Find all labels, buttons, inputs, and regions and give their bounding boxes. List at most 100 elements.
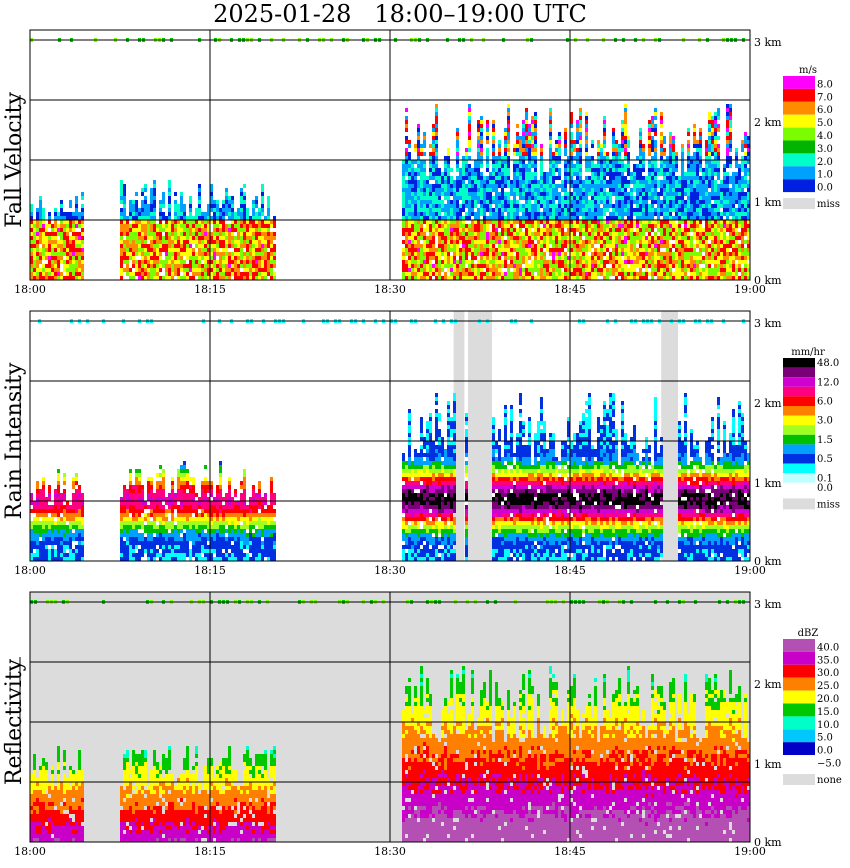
echo-cell xyxy=(237,240,240,244)
echo-cell xyxy=(408,192,411,196)
echo-cell xyxy=(675,236,678,240)
echo-cell xyxy=(429,244,432,248)
echo-cell xyxy=(570,140,573,144)
echo-cell xyxy=(240,232,243,236)
echo-cell xyxy=(492,196,495,200)
echo-cell xyxy=(708,152,711,156)
echo-cell xyxy=(726,196,729,200)
echo-cell xyxy=(213,204,216,208)
echo-cell xyxy=(252,240,255,244)
echo-cell xyxy=(492,248,495,252)
echo-cell xyxy=(663,256,666,260)
echo-cell xyxy=(177,244,180,248)
echo-cell xyxy=(573,156,576,160)
echo-cell xyxy=(687,180,690,184)
echo-cell xyxy=(489,204,492,208)
echo-cell xyxy=(519,180,522,184)
echo-cell xyxy=(213,240,216,244)
echo-cell xyxy=(498,164,501,168)
echo-cell xyxy=(171,268,174,272)
echo-cell xyxy=(534,172,537,176)
echo-cell xyxy=(627,228,630,232)
echo-cell xyxy=(615,200,618,204)
echo-cell xyxy=(540,152,543,156)
echo-cell xyxy=(708,156,711,160)
echo-cell xyxy=(243,232,246,236)
echo-cell xyxy=(447,220,450,224)
echo-cell xyxy=(720,272,723,276)
echo-cell xyxy=(213,272,216,276)
echo-cell xyxy=(477,232,480,236)
echo-cell xyxy=(528,252,531,256)
echo-cell xyxy=(492,164,495,168)
echo-cell xyxy=(270,276,273,280)
echo-cell xyxy=(477,244,480,248)
echo-cell xyxy=(741,212,744,216)
echo-cell xyxy=(237,220,240,224)
echo-cell xyxy=(546,232,549,236)
echo-cell xyxy=(447,260,450,264)
echo-cell xyxy=(630,244,633,248)
echo-cell xyxy=(174,252,177,256)
echo-cell xyxy=(486,192,489,196)
echo-cell xyxy=(264,244,267,248)
echo-cell xyxy=(456,144,459,148)
echo-cell xyxy=(252,212,255,216)
echo-cell xyxy=(135,268,138,272)
echo-cell xyxy=(666,204,669,208)
echo-cell xyxy=(426,248,429,252)
echo-cell xyxy=(150,228,153,232)
echo-cell xyxy=(558,172,561,176)
echo-cell xyxy=(147,268,150,272)
echo-cell xyxy=(546,196,549,200)
echo-cell xyxy=(522,188,525,192)
echo-cell xyxy=(531,232,534,236)
echo-cell xyxy=(663,228,666,232)
echo-cell xyxy=(585,244,588,248)
echo-cell xyxy=(159,244,162,248)
echo-cell xyxy=(705,272,708,276)
echo-cell xyxy=(684,216,687,220)
echo-cell xyxy=(480,244,483,248)
echo-cell xyxy=(627,236,630,240)
echo-cell xyxy=(726,220,729,224)
echo-cell xyxy=(462,276,465,280)
echo-cell xyxy=(495,176,498,180)
echo-cell xyxy=(723,232,726,236)
echo-cell xyxy=(69,224,72,228)
echo-cell xyxy=(603,192,606,196)
echo-cell xyxy=(156,248,159,252)
echo-cell xyxy=(459,248,462,252)
echo-cell xyxy=(189,200,192,204)
echo-cell xyxy=(525,180,528,184)
echo-cell xyxy=(600,168,603,172)
echo-cell xyxy=(717,220,720,224)
echo-cell xyxy=(591,252,594,256)
echo-cell xyxy=(243,236,246,240)
echo-cell xyxy=(660,236,663,240)
echo-cell xyxy=(552,272,555,276)
echo-cell xyxy=(726,264,729,268)
echo-cell xyxy=(609,168,612,172)
echo-cell xyxy=(618,240,621,244)
echo-cell xyxy=(600,196,603,200)
echo-cell xyxy=(741,244,744,248)
echo-cell xyxy=(444,180,447,184)
echo-cell xyxy=(654,176,657,180)
echo-cell xyxy=(423,144,426,148)
echo-cell xyxy=(585,200,588,204)
echo-cell xyxy=(408,164,411,168)
echo-cell xyxy=(732,252,735,256)
echo-cell xyxy=(417,260,420,264)
echo-cell xyxy=(651,192,654,196)
echo-cell xyxy=(261,268,264,272)
echo-cell xyxy=(60,272,63,276)
echo-cell xyxy=(42,212,45,216)
echo-cell xyxy=(570,120,573,124)
echo-cell xyxy=(435,220,438,224)
echo-cell xyxy=(252,216,255,220)
echo-cell xyxy=(525,144,528,148)
echo-cell xyxy=(456,204,459,208)
echo-cell xyxy=(270,244,273,248)
echo-cell xyxy=(588,240,591,244)
